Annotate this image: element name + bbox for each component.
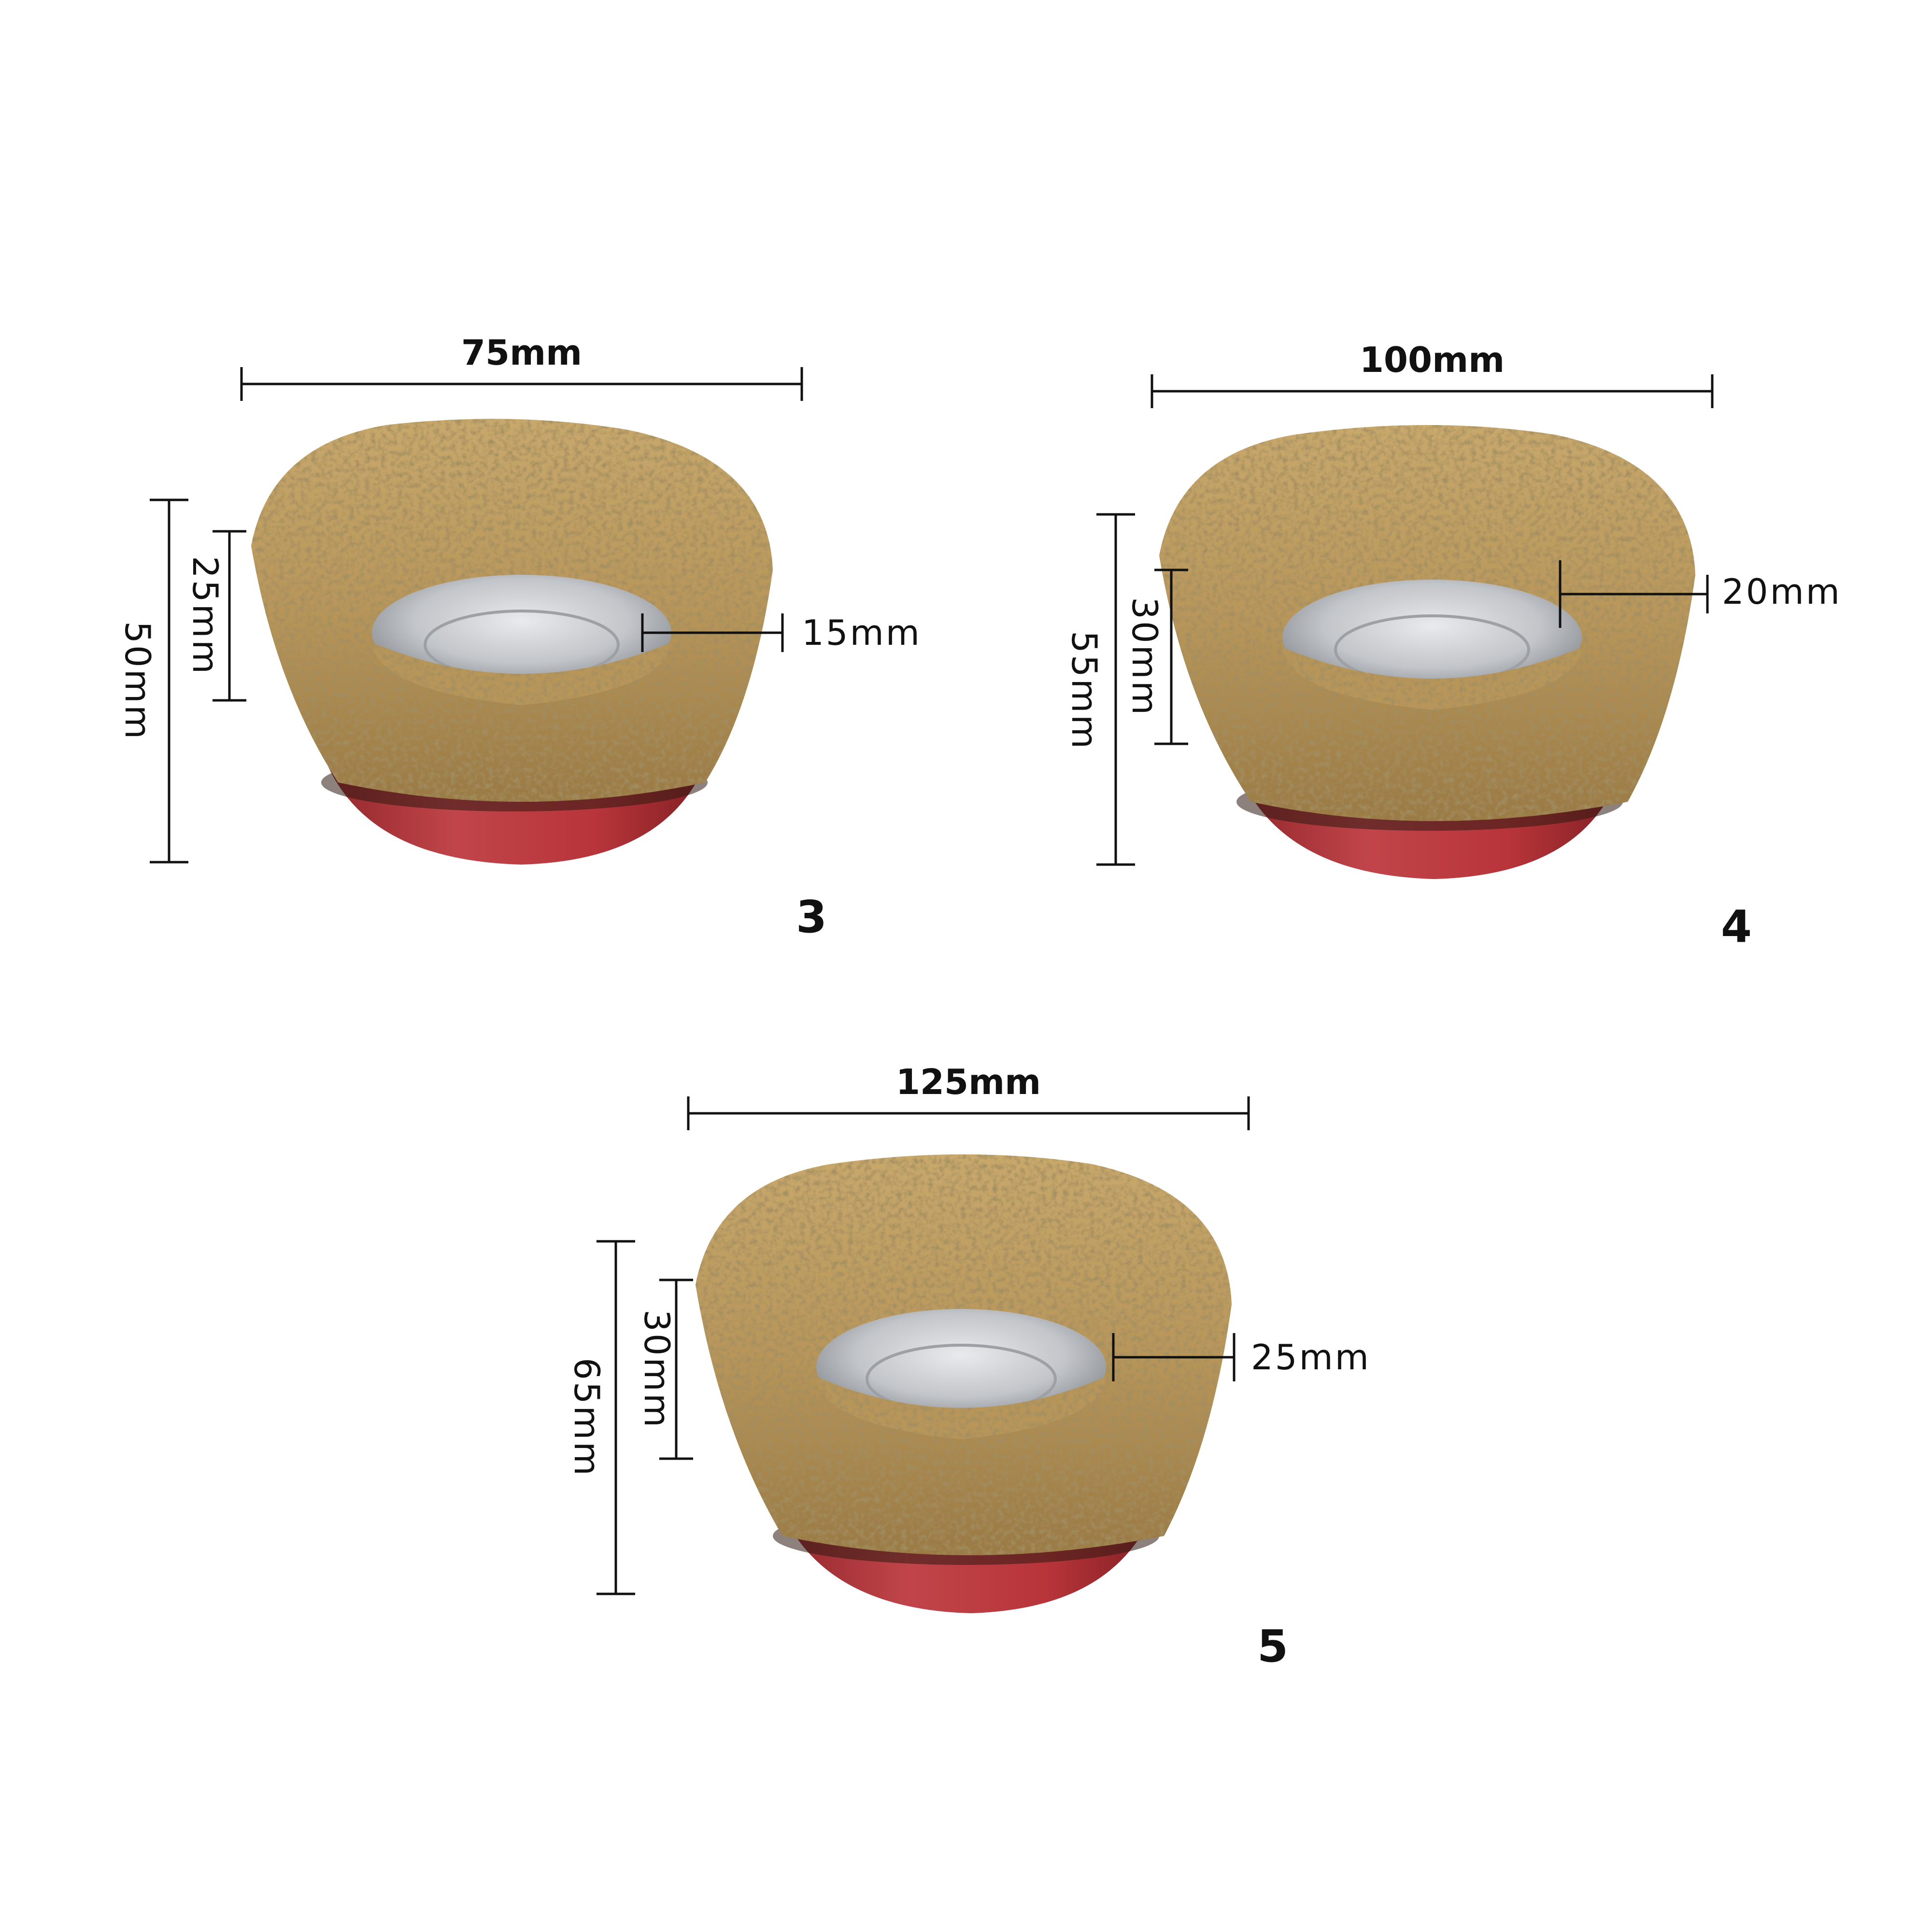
brush-5-wire-label: 30mm [637,1309,677,1429]
brush-5-height-label: 65mm [567,1358,607,1477]
brush-4-width-dimension: 100mm [1151,340,1714,408]
brush-3-thread-label: 15mm [802,612,922,653]
brush-5-thread-dimension: 25mm [1112,1333,1371,1381]
brush-5-image [696,1154,1232,1613]
brush-5-hub [816,1309,1106,1425]
brush-5-thread-label: 25mm [1251,1337,1371,1378]
brush-4-height-dimension: 55mm [1064,513,1135,866]
brush-3-hub [372,575,671,691]
brush-4-width-label: 100mm [1360,340,1505,380]
brush-4-number: 4 [1721,901,1752,952]
brush-4: 100mm 55mm 30mm 20mm 4 [1064,340,1842,952]
brush-3-wire-label: 25mm [185,556,226,676]
brush-4-wire-dimension: 30mm [1124,568,1188,745]
brush-4-thread-label: 20mm [1722,571,1842,612]
brush-5-width-dimension: 125mm [687,1062,1250,1130]
brush-5: 125mm 65mm 30mm 25mm 5 [567,1062,1371,1672]
brush-5-width-label: 125mm [896,1062,1041,1102]
brush-3-wire-dimension: 25mm [185,530,246,702]
brush-5-wire-dimension: 30mm [637,1279,693,1460]
brush-3-height-dimension: 50mm [117,498,188,864]
brush-5-height-dimension: 65mm [567,1240,635,1595]
brush-4-image [1159,425,1695,879]
brush-5-number: 5 [1257,1620,1288,1672]
brush-3-width-dimension: 75mm [240,332,803,401]
brush-3-number: 3 [796,891,827,943]
brush-3-width-label: 75mm [461,332,582,373]
brush-4-wire-label: 30mm [1124,597,1165,717]
brush-3-image [251,419,773,865]
brush-4-height-label: 55mm [1064,631,1105,751]
brush-3-height-label: 50mm [117,621,158,741]
brush-4-hub [1282,580,1582,696]
brush-4-thread-dimension: 20mm [1559,560,1842,628]
brush-3: 75mm 50mm 25mm 15mm 3 [117,332,922,943]
brush-3-thread-dimension: 15mm [641,612,922,653]
